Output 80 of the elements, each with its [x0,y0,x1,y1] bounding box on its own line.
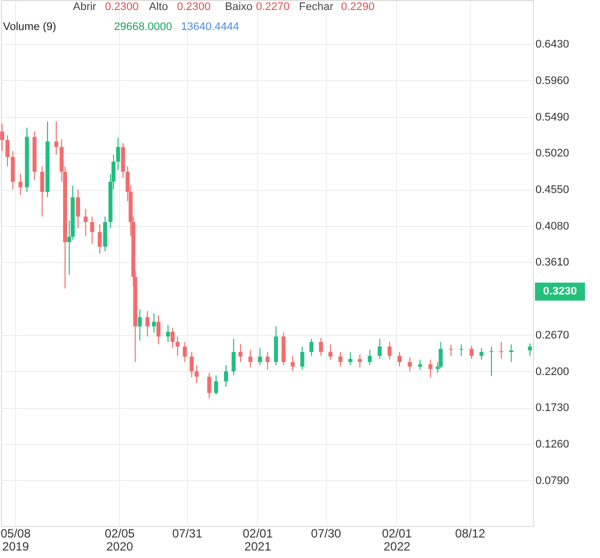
candlestick [328,344,332,360]
candlestick [176,336,180,356]
y-tick-label: 0.5960 [536,74,570,87]
candlestick [248,349,252,368]
x-tick-label: 07/30 [311,526,342,540]
candlestick [338,351,342,368]
candlestick [358,354,362,368]
candlestick [470,345,474,360]
candlestick [388,341,392,360]
candlestick [138,308,142,341]
y-tick-label: 0.1730 [536,402,570,414]
candlestick [5,134,10,167]
candlestick [214,374,218,395]
candlestick [156,315,161,345]
candlestick [194,364,199,384]
candlestick [528,342,532,356]
candlestick [232,338,236,376]
candlestick [18,174,22,196]
annotation: Abrir [73,1,97,13]
annotation: 0.2290 [341,1,375,13]
candlestick [182,341,187,363]
candlestick [90,216,94,244]
candlestick [54,120,58,156]
candlestick [0,123,4,152]
candlestick [309,338,314,356]
annotation: 13640.4444 [181,21,240,33]
candlestick [40,166,44,218]
candlestick [98,224,102,254]
candlestick [509,344,514,363]
candlestick [145,310,150,337]
candlestick [438,341,443,369]
candlestick [499,341,504,360]
candlestick [224,364,228,388]
y-tick-label: 0.1260 [536,438,570,451]
candlestick [378,338,382,360]
x-tick-label: 07/31 [172,526,203,540]
annotation: 29668.0000 [114,21,172,33]
candlestick [290,355,295,372]
y-tick-label: 0.5020 [536,148,570,160]
x-tick-label: 02/05 2020 [104,526,136,554]
x-tick-label: 02/01 2021 [242,526,274,554]
y-tick-label: 0.2670 [536,329,570,342]
candlestick [76,189,80,229]
x-tick-label: 08/12 [455,526,486,540]
candlestick [266,351,270,370]
candlestick [348,351,352,366]
y-tick-label: 0.0790 [536,474,570,487]
y-tick-label: 0.4080 [536,220,570,232]
y-tick-label: 0.6430 [536,38,570,51]
candlestick [170,327,175,349]
candlestick [300,346,304,370]
candlestick [84,208,88,236]
annotation: Alto [149,1,168,13]
candlestick [428,359,432,378]
annotation: 0.2300 [105,1,139,13]
y-tick-label: 0.2200 [536,366,570,378]
annotation: Baixo [225,1,253,13]
candlestick [152,312,156,334]
candlestick [489,346,494,376]
candlestick [318,338,323,356]
annotation: Volume (9) [3,21,56,33]
candlestick [238,344,242,363]
candlestick [398,351,402,368]
candlestick [190,351,194,378]
candlestick [408,356,412,372]
candlestick [116,137,120,171]
candlestick [166,324,170,342]
annotation: Fechar [299,1,334,13]
x-tick-label: 02/01 2022 [382,526,412,554]
y-tick-label: 0.5490 [536,111,570,124]
annotation: 0.2270 [256,1,290,13]
y-tick-label: 0.3610 [536,256,570,269]
x-tick-label: 05/08 2019 [0,526,31,554]
ref-line-label: 0.3230 [543,286,577,298]
candlestick [480,348,484,360]
annotation: 0.2300 [177,1,211,13]
candlestick [368,349,372,366]
y-tick-label: 0.4550 [536,184,570,196]
candlestick [207,372,212,399]
candlestick [258,348,262,366]
